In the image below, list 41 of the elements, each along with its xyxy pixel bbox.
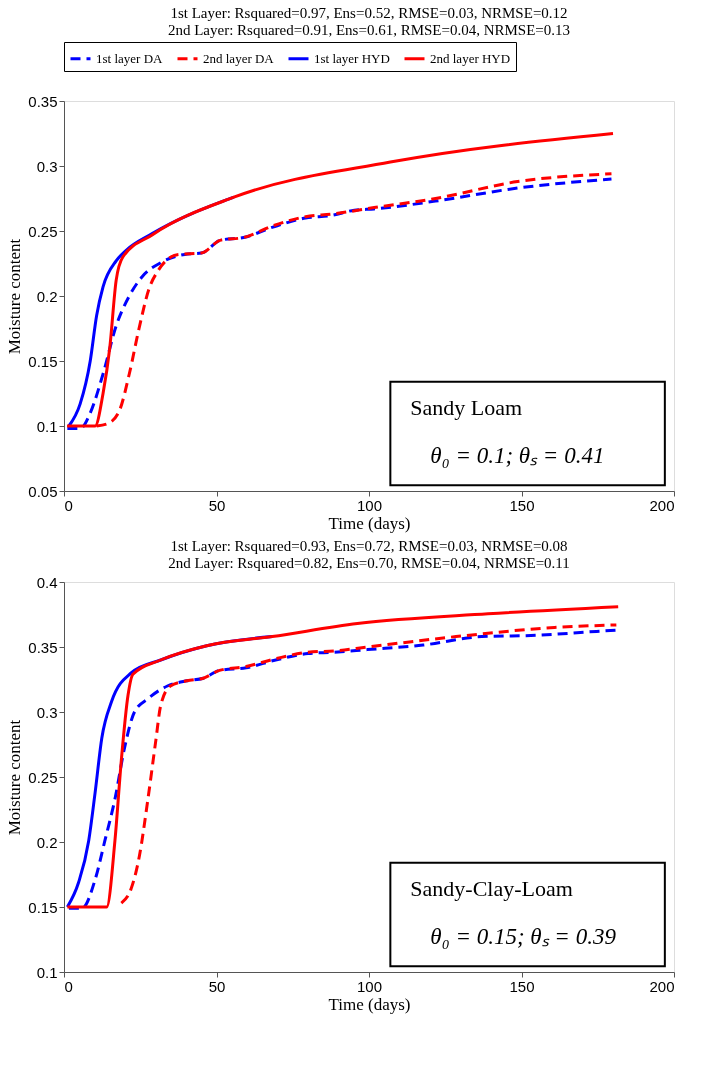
y-tick-label: 0.25 (28, 222, 58, 240)
x-tick-label: 50 (208, 496, 226, 514)
x-tick-label: 100 (356, 977, 383, 995)
annotation: θ₀ = 0.15; θₛ = 0.39 (430, 923, 617, 949)
legend-label: 1st layer HYD (314, 50, 390, 66)
y-tick-label: 0.25 (28, 768, 58, 786)
annotation: Sandy Loam (410, 394, 523, 420)
y-tick-label: 0.05 (28, 482, 58, 500)
line-series (65, 132, 615, 428)
x-tick-label: 200 (649, 977, 675, 995)
y-tick-label: 0.1 (36, 417, 58, 435)
y-tick-label: 0.15 (28, 898, 58, 916)
text: 2nd Layer: Rsquared=0.91, Ens=0.61, RMSE=0.04, NRMSE=0.13 (167, 21, 571, 38)
legend-label: 2nd layer HYD (430, 50, 511, 66)
y-tick-label: 0.35 (28, 92, 58, 110)
x-axis-title: Time (days) (328, 994, 411, 1014)
x-tick-label: 0 (64, 977, 73, 995)
x-tick-label: 200 (649, 496, 675, 514)
y-tick-label: 0.3 (36, 157, 58, 175)
y-tick-label: 0.2 (36, 833, 58, 851)
text: 2nd Layer: Rsquared=0.82, Ens=0.70, RMSE=0.04, NRMSE=0.11 (168, 555, 570, 571)
y-tick-label: 0.1 (36, 963, 58, 981)
legend-label: 1st layer DA (96, 50, 164, 66)
y-tick-label: 0.35 (28, 638, 58, 656)
annotation: θ₀ = 0.1; θₛ = 0.41 (430, 442, 605, 468)
x-tick-label: 100 (356, 496, 383, 514)
y-axis-title: Moisture content (5, 719, 25, 836)
x-tick-label: 150 (509, 496, 535, 514)
x-axis-title: Time (days) (328, 513, 411, 533)
y-tick-label: 0.15 (28, 352, 58, 370)
y-tick-label: 0.3 (36, 703, 58, 721)
y-tick-label: 0.2 (36, 287, 58, 305)
text: 1st Layer: Rsquared=0.93, Ens=0.72, RMSE=0.03, NRMSE=0.08 (170, 538, 568, 554)
y-tick-label: 0.4 (36, 573, 58, 591)
x-tick-label: 0 (64, 496, 73, 514)
x-tick-label: 50 (208, 977, 226, 995)
legend-label: 2nd layer DA (203, 50, 275, 66)
annotation: Sandy-Clay-Loam (410, 875, 573, 901)
x-tick-label: 150 (509, 977, 535, 995)
y-axis-title: Moisture content (5, 238, 25, 355)
text: 1st Layer: Rsquared=0.97, Ens=0.52, RMSE=0.03, NRMSE=0.12 (170, 4, 568, 21)
